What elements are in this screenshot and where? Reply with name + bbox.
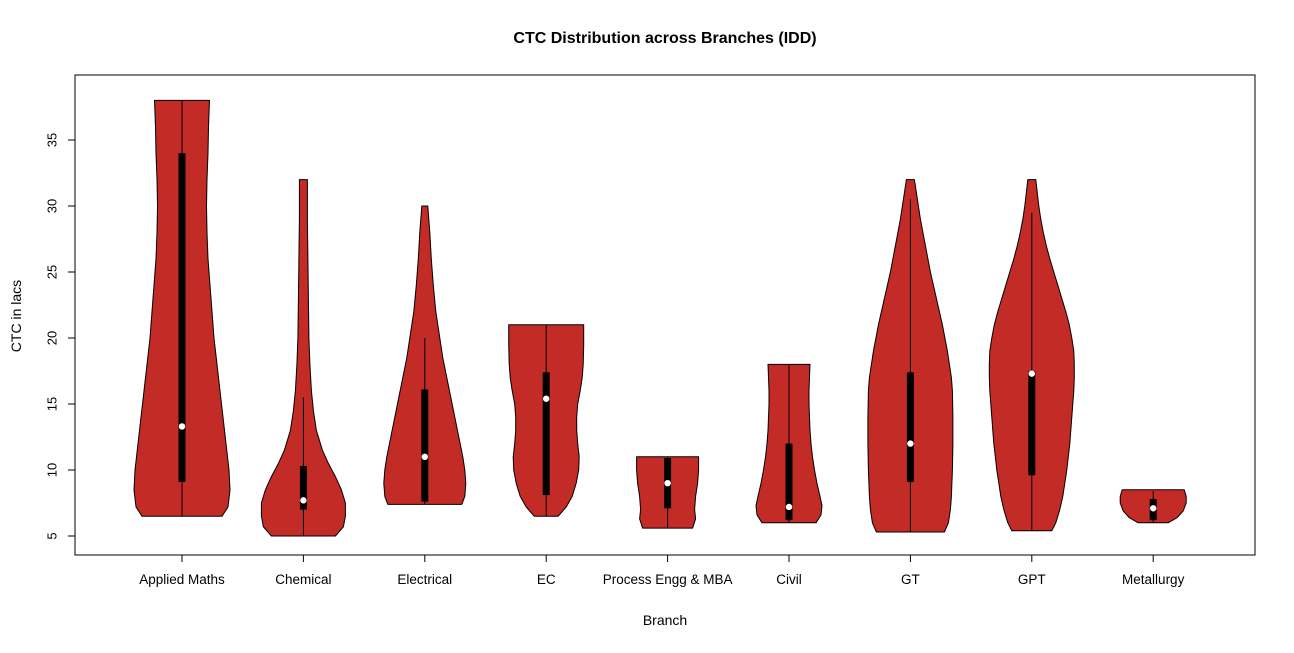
y-tick-label: 5 bbox=[44, 532, 59, 539]
median-dot bbox=[1150, 505, 1157, 512]
median-dot bbox=[421, 453, 428, 460]
x-axis-label: Branch bbox=[642, 612, 688, 628]
plot-border bbox=[74, 74, 1256, 556]
median-dot bbox=[785, 503, 793, 511]
iqr-box bbox=[299, 466, 307, 510]
x-tick-label: Civil bbox=[776, 572, 802, 587]
x-tick-label: Process Engg & MBA bbox=[603, 572, 733, 587]
iqr-box bbox=[1028, 371, 1036, 476]
median-dot bbox=[907, 440, 914, 447]
median-dot bbox=[664, 480, 671, 487]
median-dot bbox=[543, 395, 550, 402]
x-tick-label: Metallurgy bbox=[1122, 572, 1185, 587]
iqr-box bbox=[906, 372, 914, 482]
y-tick-label: 35 bbox=[44, 133, 59, 147]
chart-title: CTC Distribution across Branches (IDD) bbox=[513, 30, 817, 47]
x-tick-label: Electrical bbox=[397, 572, 452, 587]
x-tick-label: Applied Maths bbox=[139, 572, 225, 587]
x-tick-label: EC bbox=[537, 572, 556, 587]
x-tick-label: GT bbox=[901, 572, 920, 587]
iqr-box bbox=[542, 372, 550, 496]
violin-shape bbox=[260, 179, 346, 537]
x-tick-label: Chemical bbox=[275, 572, 331, 587]
y-tick-label: 20 bbox=[44, 331, 59, 345]
y-tick-label: 30 bbox=[44, 199, 59, 213]
median-dot bbox=[300, 497, 307, 504]
y-tick-label: 15 bbox=[44, 397, 59, 411]
x-tick-label: GPT bbox=[1018, 572, 1046, 587]
iqr-box bbox=[421, 389, 429, 502]
y-tick-label: 25 bbox=[44, 265, 59, 279]
median-dot bbox=[178, 423, 186, 430]
iqr-box bbox=[178, 153, 186, 482]
y-tick-label: 10 bbox=[44, 463, 59, 477]
iqr-box bbox=[785, 443, 793, 521]
median-dot bbox=[1028, 370, 1036, 377]
y-axis-label: CTC in lacs bbox=[8, 279, 24, 353]
